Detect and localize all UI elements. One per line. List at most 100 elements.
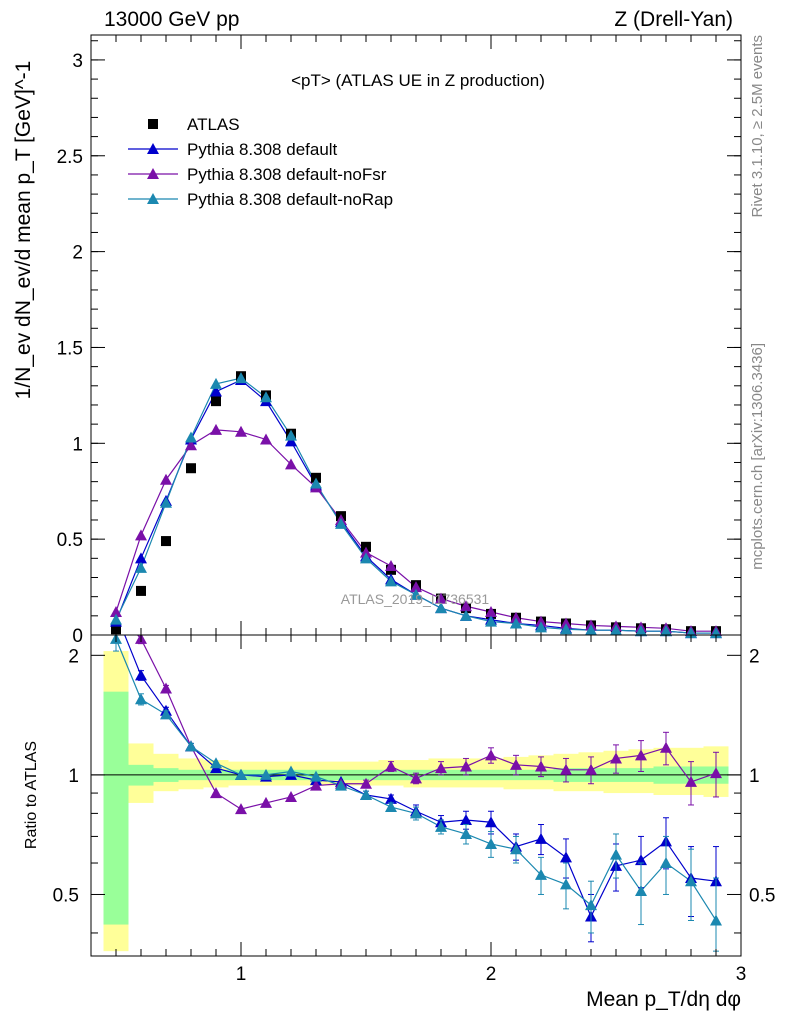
main-point-0 bbox=[211, 396, 221, 407]
ratio-point-0 bbox=[135, 669, 147, 681]
header-right: Z (Drell-Yan) bbox=[614, 8, 733, 31]
main-y-tick-label: 0 bbox=[72, 626, 83, 647]
main-series bbox=[110, 371, 722, 639]
main-y-tick-label: 1 bbox=[72, 434, 83, 455]
main-y-tick-label: 3 bbox=[72, 51, 83, 72]
ratio-point-2 bbox=[210, 757, 222, 769]
legend-marker bbox=[148, 119, 158, 129]
ratio-point-1 bbox=[310, 779, 322, 791]
ratio-point-2 bbox=[360, 788, 372, 800]
main-point-0 bbox=[136, 585, 146, 596]
main-point-2 bbox=[535, 615, 547, 627]
ratio-series bbox=[110, 635, 722, 952]
main-point-3 bbox=[310, 477, 322, 489]
main-point-2 bbox=[560, 617, 572, 629]
ratio-panel: 0.5 0.5 1 1 2 2 1 2 3 Ratio to ATLAS Mean p_T/d… bbox=[23, 634, 775, 1011]
ratio-point-1 bbox=[435, 762, 447, 774]
ratio-point-2 bbox=[135, 693, 147, 705]
main-panel: 0 0.5 1 1.5 2 2.5 3 <pT> (ATLAS UE in Z produc… bbox=[12, 34, 742, 647]
ratio-point-0 bbox=[485, 816, 497, 828]
band-stat bbox=[103, 691, 129, 925]
main-point-3 bbox=[660, 625, 672, 637]
main-point-2 bbox=[235, 425, 247, 437]
main-point-2 bbox=[210, 423, 222, 435]
ratio-point-2 bbox=[460, 827, 472, 839]
main-y-tick-label: 2 bbox=[72, 243, 83, 264]
main-title: <pT> (ATLAS UE in Z production) bbox=[291, 71, 545, 90]
ratio-y-tick-label-right: 2 bbox=[749, 646, 760, 667]
main-point-2 bbox=[510, 611, 522, 623]
header-left: 13000 GeV pp bbox=[104, 8, 239, 31]
x-axis-label: Mean p_T/dη dφ bbox=[586, 988, 741, 1011]
ratio-y-tick-label: 1 bbox=[68, 766, 79, 787]
ratio-point-2 bbox=[485, 837, 497, 849]
ratio-point-2 bbox=[235, 768, 247, 780]
main-point-3 bbox=[110, 613, 122, 625]
main-point-1 bbox=[210, 385, 222, 397]
main-point-0 bbox=[161, 536, 171, 547]
main-point-2 bbox=[435, 592, 447, 604]
legend-label: ATLAS bbox=[187, 115, 240, 134]
main-point-2 bbox=[460, 600, 472, 612]
main-point-3 bbox=[210, 377, 222, 389]
main-point-3 bbox=[635, 625, 647, 637]
main-point-2 bbox=[160, 473, 172, 485]
main-point-3 bbox=[560, 623, 572, 635]
ratio-point-1 bbox=[235, 803, 247, 815]
legend: ATLAS Pythia 8.308 default Pythia 8.308 de… bbox=[128, 115, 393, 209]
ratio-point-2 bbox=[660, 857, 672, 869]
ratio-y-tick-label-right: 1 bbox=[749, 766, 760, 787]
ratio-series-group bbox=[110, 635, 722, 952]
ratio-point-2 bbox=[185, 740, 197, 752]
ratio-point-0 bbox=[460, 813, 472, 825]
main-point-0 bbox=[186, 463, 196, 474]
main-point-2 bbox=[485, 605, 497, 617]
ratio-point-1 bbox=[160, 682, 172, 694]
main-point-2 bbox=[285, 458, 297, 470]
main-point-3 bbox=[235, 372, 247, 384]
ratio-point-1 bbox=[585, 763, 597, 775]
ratio-point-1 bbox=[510, 758, 522, 770]
main-y-ticks: 0 0.5 1 1.5 2 2.5 3 bbox=[57, 40, 741, 647]
x-tick-label: 3 bbox=[736, 964, 747, 985]
ratio-point-1 bbox=[535, 760, 547, 772]
main-y-tick-label: 2.5 bbox=[57, 147, 83, 168]
main-point-2 bbox=[410, 581, 422, 593]
ratio-point-2 bbox=[435, 820, 447, 832]
ratio-y-tick-label: 0.5 bbox=[53, 885, 79, 906]
main-point-2 bbox=[185, 439, 197, 451]
main-point-3 bbox=[360, 552, 372, 564]
ratio-point-2 bbox=[535, 868, 547, 880]
ratio-point-1 bbox=[285, 790, 297, 802]
legend-label: Pythia 8.308 default bbox=[187, 140, 338, 159]
ratio-point-2 bbox=[285, 765, 297, 777]
ratio-y-axis-label: Ratio to ATLAS bbox=[23, 741, 40, 849]
main-point-2 bbox=[110, 605, 122, 617]
ratio-point-2 bbox=[610, 848, 622, 860]
ratio-point-0 bbox=[385, 792, 397, 804]
ratio-point-2 bbox=[335, 779, 347, 791]
main-point-3 bbox=[185, 431, 197, 443]
ratio-y-tick-label-right: 0.5 bbox=[749, 885, 775, 906]
ratio-point-2 bbox=[260, 768, 272, 780]
ratio-point-1 bbox=[210, 787, 222, 799]
main-point-2 bbox=[260, 433, 272, 445]
ratio-point-2 bbox=[385, 801, 397, 813]
ratio-x-ticks: 1 2 3 bbox=[115, 635, 747, 985]
ratio-point-2 bbox=[160, 708, 172, 720]
ratio-frame bbox=[90, 634, 742, 957]
main-point-3 bbox=[285, 429, 297, 441]
ratio-point-2 bbox=[635, 885, 647, 897]
main-point-2 bbox=[135, 529, 147, 541]
ratio-point-2 bbox=[310, 770, 322, 782]
ratio-point-1 bbox=[660, 741, 672, 753]
legend-label: Pythia 8.308 default-noRap bbox=[187, 190, 393, 209]
main-point-3 bbox=[410, 588, 422, 600]
ratio-point-1 bbox=[410, 772, 422, 784]
ratio-point-2 bbox=[510, 843, 522, 855]
main-point-3 bbox=[610, 624, 622, 636]
main-point-2 bbox=[360, 546, 372, 558]
ratio-point-1 bbox=[635, 749, 647, 761]
ratio-point-1 bbox=[485, 749, 497, 761]
